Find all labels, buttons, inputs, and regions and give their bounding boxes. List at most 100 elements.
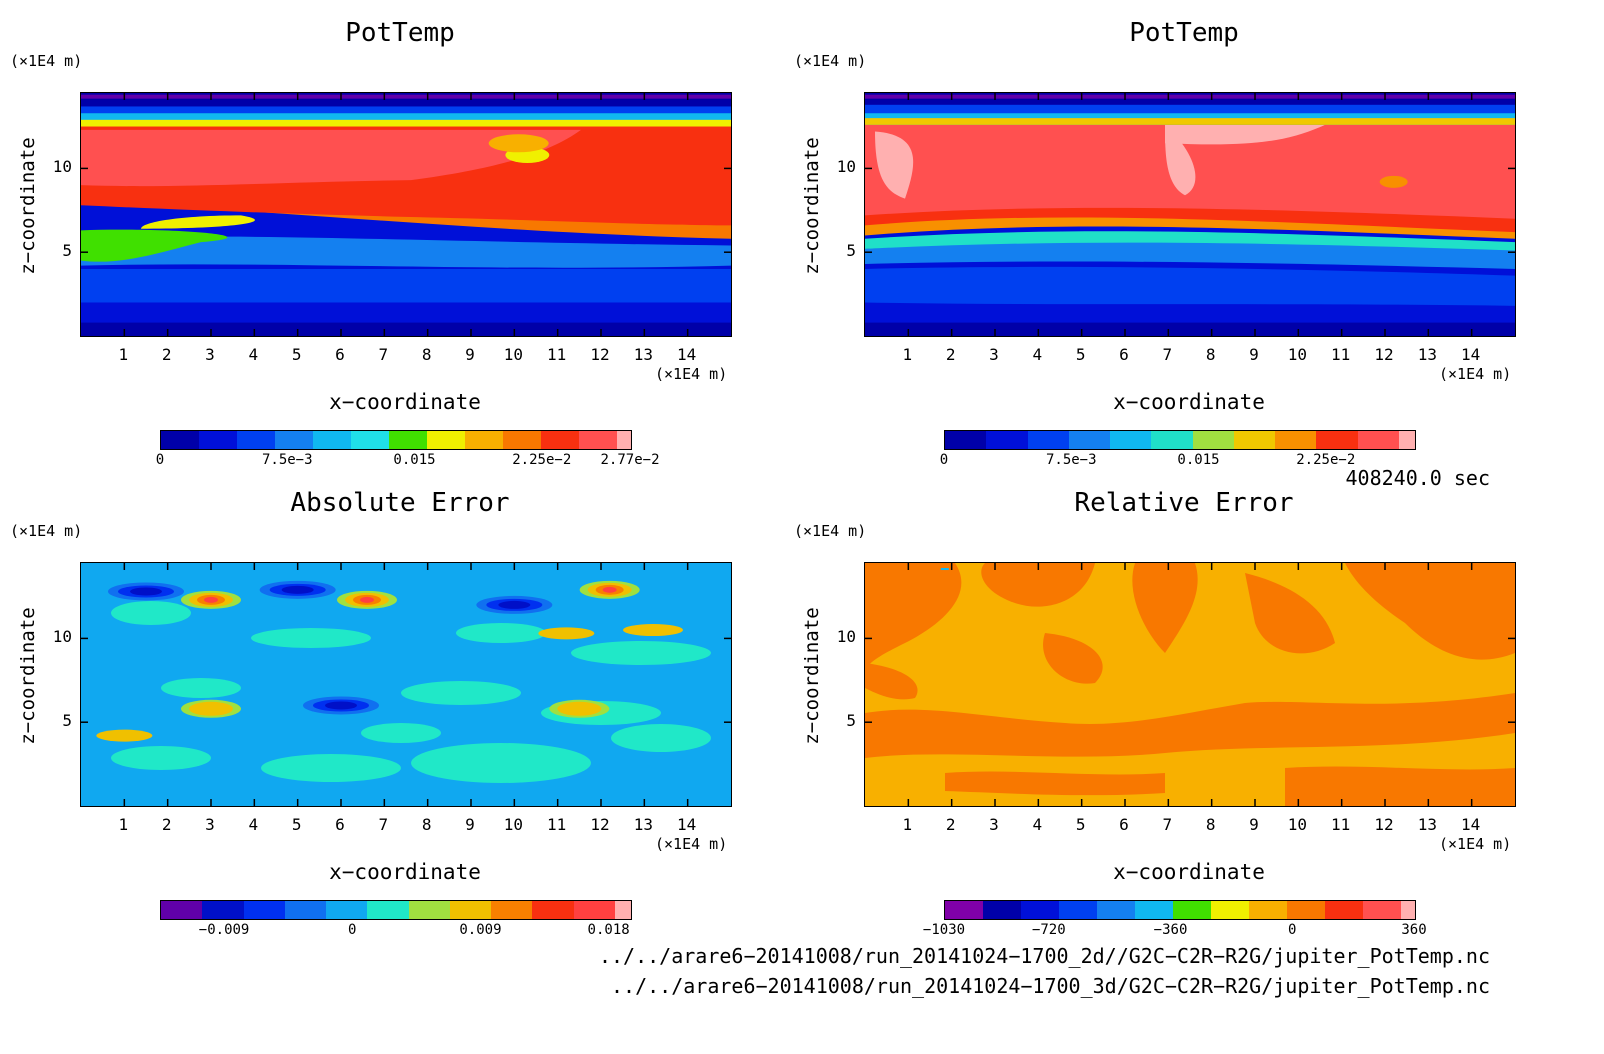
- z-axis-unit: (×1E4 m): [10, 52, 83, 70]
- panel-1: PotTemp (×1E4 m) z−coordinate 10 5 1 2 3 4 5 6 7 8 9 1…: [0, 0, 800, 480]
- field-blob: [111, 601, 191, 625]
- colorbar-swatch: [945, 431, 987, 449]
- x-tick-label: 1: [902, 345, 913, 364]
- field-region: [981, 563, 1095, 607]
- colorbar-swatch: [573, 901, 615, 919]
- field-blob: [1379, 175, 1408, 188]
- colorbar-swatch: [465, 431, 503, 449]
- panel-4: Relative Error (×1E4 m) z−coordinate 10 5 1 2 3…: [784, 470, 1584, 950]
- field-blob: [360, 596, 374, 603]
- colorbar-swatch: [1398, 431, 1415, 449]
- x-tick-label: 13: [633, 815, 653, 834]
- x-tick-label: 7: [1162, 815, 1173, 834]
- colorbar: [944, 900, 1416, 920]
- colorbar-swatch: [983, 901, 1021, 919]
- panel-2: PotTemp (×1E4 m) z−coordinate 10 5 1 2 3 4 5 6 7 8 9 1…: [784, 0, 1584, 480]
- x-tick-label: 8: [1205, 815, 1216, 834]
- panel-title: PotTemp: [1129, 18, 1239, 48]
- field-region: [1245, 573, 1335, 654]
- field-region: [865, 663, 918, 700]
- field-band: [81, 113, 731, 125]
- x-tick-label: 4: [248, 345, 259, 364]
- field-region: [1345, 563, 1515, 660]
- colorbar-swatch: [367, 901, 409, 919]
- contour-plot: [865, 563, 1515, 806]
- x-axis-label: x−coordinate: [1113, 860, 1265, 884]
- field-blob: [940, 568, 949, 571]
- colorbar-swatch: [1135, 901, 1173, 919]
- x-tick-label: 10: [503, 345, 523, 364]
- field-blob: [189, 701, 233, 716]
- colorbar-label: 0: [155, 452, 165, 468]
- x-tick-label: 9: [465, 345, 475, 364]
- colorbar-label: 0: [939, 452, 949, 468]
- colorbar-swatch: [541, 431, 579, 449]
- colorbar-swatch: [199, 431, 237, 449]
- x-tick-label: 8: [421, 345, 432, 364]
- colorbar-swatch: [1211, 901, 1249, 919]
- field-blob: [111, 746, 211, 770]
- x-tick-label: 11: [547, 815, 567, 834]
- field-blob: [81, 229, 228, 262]
- field-band: [81, 322, 731, 336]
- colorbar-swatch: [986, 431, 1028, 449]
- x-tick-label: 1: [902, 815, 913, 834]
- x-tick-label: 2: [945, 815, 956, 834]
- field-region: [1285, 766, 1515, 806]
- field-blob: [281, 585, 314, 594]
- x-tick-label: 6: [335, 815, 345, 834]
- colorbar: [944, 430, 1416, 450]
- field-blob: [161, 678, 241, 698]
- colorbar-swatch: [326, 901, 368, 919]
- colorbar-swatch: [1059, 901, 1097, 919]
- field-band: [865, 266, 1515, 306]
- x-tick-label: 11: [1331, 345, 1351, 364]
- x-tick-label: 4: [248, 815, 259, 834]
- plot-area[interactable]: [80, 92, 732, 337]
- plot-area[interactable]: [864, 562, 1516, 807]
- z-axis-label: z−coordinate: [801, 607, 823, 745]
- colorbar-swatch: [1021, 901, 1059, 919]
- colorbar-swatch: [408, 901, 450, 919]
- field-band: [865, 322, 1515, 336]
- colorbar-label: 0.015: [1177, 452, 1220, 468]
- contour-plot: [81, 563, 731, 806]
- x-tick-label: 12: [1374, 345, 1394, 364]
- field-blob: [557, 701, 602, 716]
- field-band: [865, 241, 1515, 269]
- field-blob: [401, 681, 521, 705]
- x-tick-label: 7: [1162, 345, 1173, 364]
- x-tick-label: 7: [378, 815, 389, 834]
- x-axis-label: x−coordinate: [329, 860, 481, 884]
- x-tick-label: 6: [1119, 345, 1129, 364]
- colorbar-swatch: [617, 431, 631, 449]
- colorbar-swatch: [161, 431, 199, 449]
- x-tick-label: 13: [1417, 345, 1437, 364]
- x-axis-unit: (×1E4 m): [1439, 835, 1512, 853]
- colorbar: [160, 900, 632, 920]
- field-band: [865, 118, 1515, 125]
- x-tick-label: 13: [1417, 815, 1437, 834]
- x-tick-label: 10: [1287, 815, 1307, 834]
- plot-area[interactable]: [80, 562, 732, 807]
- colorbar-label: −0.009: [198, 922, 250, 938]
- x-tick-label: 5: [1075, 815, 1086, 834]
- colorbar-swatch: [1357, 431, 1399, 449]
- colorbar-swatch: [275, 431, 313, 449]
- colorbar-swatch: [161, 901, 203, 919]
- colorbar-label: 2.77e−2: [600, 452, 660, 468]
- field-blob: [261, 754, 401, 782]
- x-tick-label: 11: [1331, 815, 1351, 834]
- field-region: [1132, 563, 1198, 653]
- field-band: [865, 104, 1515, 114]
- colorbar-swatch: [1027, 431, 1069, 449]
- z-tick-label: 5: [846, 711, 856, 731]
- plot-area[interactable]: [864, 92, 1516, 337]
- colorbar: [160, 430, 632, 450]
- x-tick-label: 8: [1205, 345, 1216, 364]
- time-label: 408240.0 sec: [1345, 466, 1491, 490]
- colorbar-swatch: [1110, 431, 1152, 449]
- x-tick-label: 12: [590, 815, 610, 834]
- colorbar-swatch: [284, 901, 327, 919]
- colorbar-swatch: [1068, 431, 1111, 449]
